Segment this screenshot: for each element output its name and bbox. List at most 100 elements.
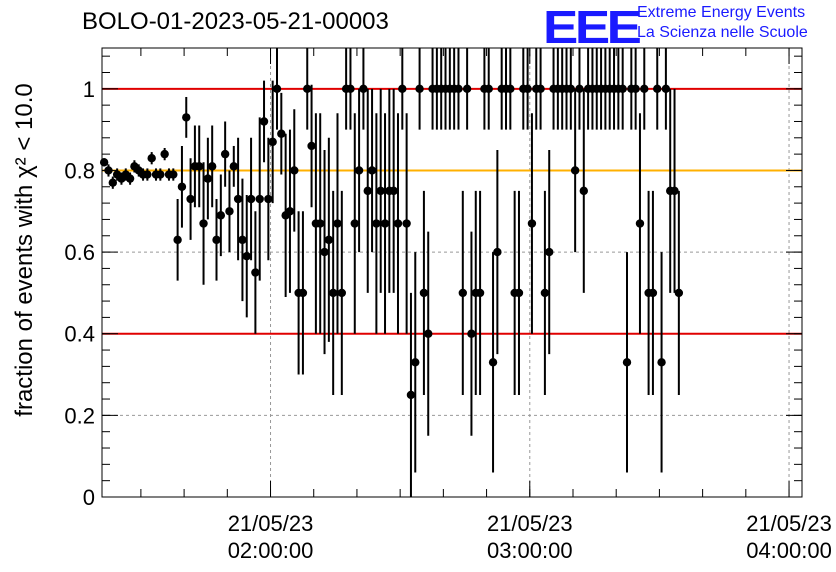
data-point (419, 288, 429, 298)
data-point (506, 84, 515, 94)
data-point (307, 141, 316, 151)
data-point (575, 84, 584, 94)
data-point (337, 288, 347, 298)
data-point (156, 170, 165, 179)
data-point (277, 129, 286, 138)
chart-title: BOLO-01-2023-05-21-00003 (82, 8, 389, 35)
data-point (661, 84, 671, 94)
logo-subtitle-1: Extreme Energy Events (637, 4, 806, 21)
x-tick-label-date: 21/05/23 (228, 511, 314, 536)
y-tick-label: 1 (83, 77, 95, 102)
data-point (298, 288, 308, 298)
label-layer: 00.20.40.60.8121/05/2302:00:0021/05/2303… (64, 77, 831, 563)
data-point (393, 219, 403, 228)
data-point (566, 84, 576, 94)
point-layer (99, 84, 684, 400)
data-point (536, 84, 545, 94)
data-point (635, 219, 645, 228)
data-point (398, 84, 407, 94)
data-point (316, 219, 325, 228)
data-point (488, 358, 498, 367)
data-point (225, 207, 234, 216)
data-point (143, 170, 152, 179)
data-point (523, 84, 532, 94)
data-point (406, 390, 416, 400)
data-point (527, 219, 537, 228)
data-point (233, 194, 243, 204)
data-point (264, 194, 273, 204)
data-point (402, 219, 411, 228)
data-point (514, 288, 524, 298)
data-point (415, 84, 424, 94)
data-point (657, 358, 666, 367)
grid-layer (102, 48, 802, 497)
y-tick-label: 0.6 (64, 240, 95, 265)
data-point (328, 288, 338, 298)
data-point (99, 158, 109, 167)
data-point (670, 186, 679, 196)
data-point (160, 149, 169, 159)
data-point (182, 113, 191, 122)
data-point (259, 117, 269, 126)
data-point (108, 178, 118, 187)
data-point (354, 166, 364, 175)
data-point (653, 84, 662, 94)
eee-logo: EEE (543, 1, 642, 53)
data-point (579, 186, 588, 196)
data-point (203, 174, 213, 183)
data-point (411, 358, 420, 367)
data-point (212, 235, 221, 245)
data-point (320, 247, 329, 257)
data-point (324, 235, 334, 245)
y-tick-label: 0.4 (64, 322, 95, 347)
data-point (238, 235, 247, 245)
x-tick-label-time: 03:00:00 (487, 538, 573, 563)
data-point (454, 84, 463, 94)
data-point (303, 84, 312, 94)
data-point (173, 235, 182, 245)
x-tick-label-time: 04:00:00 (746, 538, 832, 563)
data-point (242, 251, 251, 261)
data-point (169, 170, 178, 179)
data-point (333, 219, 342, 228)
data-point (272, 84, 282, 94)
data-point (195, 162, 204, 171)
data-point (376, 186, 385, 196)
data-point (540, 288, 550, 298)
data-point (458, 288, 468, 298)
data-point (177, 182, 187, 191)
x-tick-label-date: 21/05/23 (487, 511, 573, 536)
data-point (363, 186, 372, 196)
y-tick-label: 0 (83, 485, 95, 510)
data-point (255, 194, 264, 204)
data-point (147, 154, 156, 163)
data-point (475, 288, 485, 298)
data-point (424, 329, 433, 338)
data-point (372, 219, 381, 228)
y-axis-label: fraction of events with χ² < 10.0 (11, 83, 38, 416)
tick-layer (102, 48, 802, 498)
data-point (125, 174, 135, 183)
data-point (618, 84, 627, 94)
data-point (346, 84, 355, 94)
data-point (367, 166, 377, 175)
data-point (648, 288, 658, 298)
data-point (186, 194, 195, 204)
data-point (285, 207, 295, 216)
data-point (389, 186, 398, 196)
logo-subtitle-2: La Scienza nelle Scuole (637, 24, 808, 41)
data-point (674, 288, 684, 298)
data-point (484, 84, 493, 94)
data-point (251, 268, 260, 277)
data-point (290, 166, 299, 175)
data-point (640, 84, 649, 94)
data-point (493, 247, 502, 257)
data-point (207, 162, 217, 171)
errorbar-layer (103, 48, 680, 497)
data-point (622, 358, 632, 367)
plot-frame (101, 47, 803, 498)
y-tick-label: 0.2 (64, 403, 95, 428)
data-point (545, 247, 554, 257)
x-tick-label-date: 21/05/23 (746, 511, 832, 536)
